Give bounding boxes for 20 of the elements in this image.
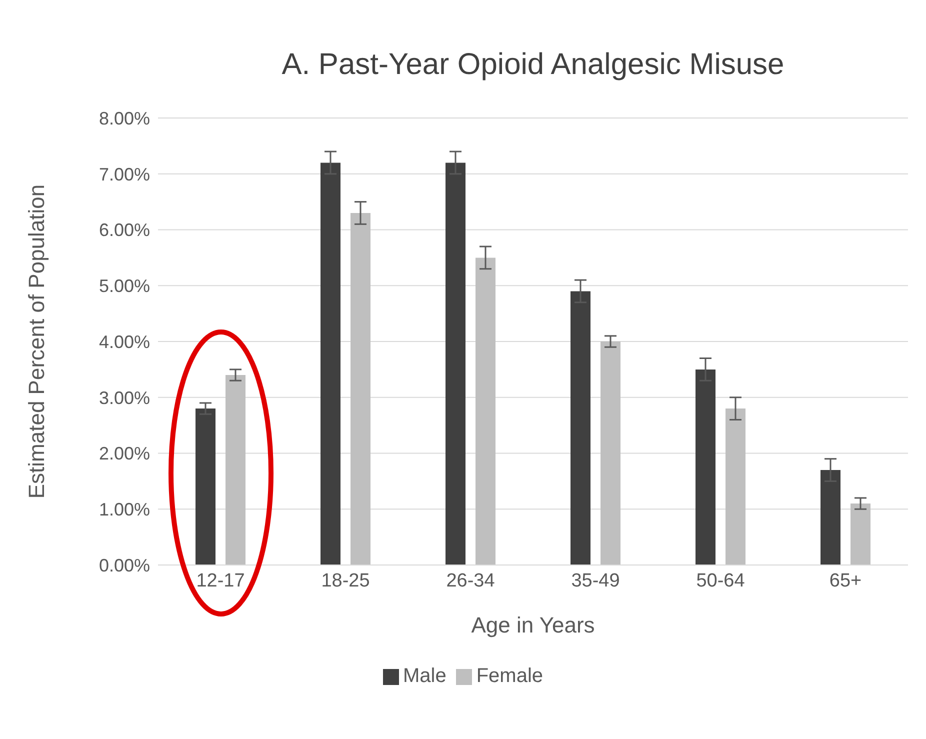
y-tick-label: 5.00% xyxy=(98,276,150,296)
x-tick-label: 35-49 xyxy=(571,570,620,592)
legend-label: Male xyxy=(402,665,446,687)
chart-title: A. Past-Year Opioid Analgesic Misuse xyxy=(280,48,786,82)
y-tick-label: 3.00% xyxy=(98,388,150,408)
x-tick-label: 18-25 xyxy=(321,570,370,592)
y-tick-label: 0.00% xyxy=(98,555,150,576)
x-tick-label: 50-64 xyxy=(696,570,746,592)
y-tick-label: 4.00% xyxy=(98,332,150,352)
y-tick-label: 2.00% xyxy=(98,444,150,464)
y-tick-label: 6.00% xyxy=(98,220,150,240)
y-axis-title: Estimated Percent of Population xyxy=(24,184,49,499)
x-tick-label: 65+ xyxy=(829,570,862,592)
y-tick-label: 7.00% xyxy=(98,164,150,184)
x-tick-label: 26-34 xyxy=(446,570,496,592)
x-axis-title: Age in Years xyxy=(471,612,595,638)
legend-label: Female xyxy=(476,665,544,687)
y-tick-label: 8.00% xyxy=(98,108,150,128)
y-tick-label: 1.00% xyxy=(98,500,150,520)
x-tick-label: 12-17 xyxy=(196,570,245,592)
